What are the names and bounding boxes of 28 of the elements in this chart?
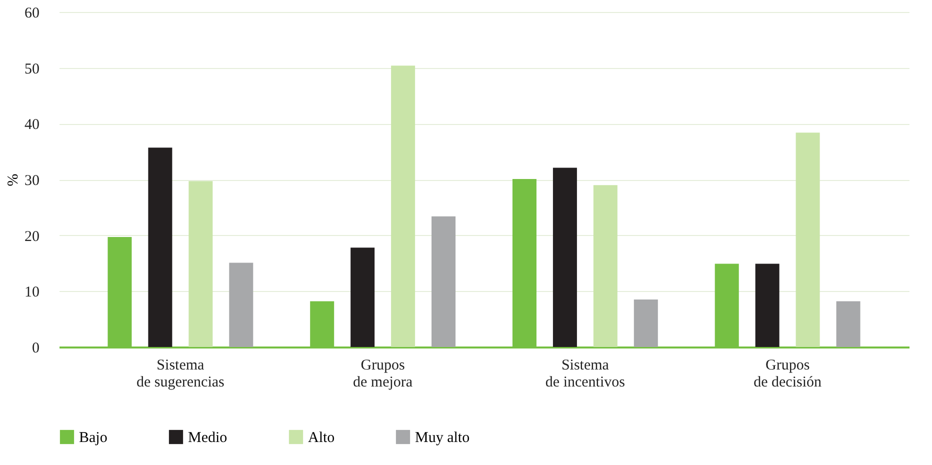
bar: [350, 248, 375, 347]
bar: [229, 262, 254, 347]
bar: [836, 301, 860, 347]
x-tick-label: Sistema de incentivos: [545, 358, 626, 390]
x-tick-label: Sistema de sugerencias: [136, 358, 225, 390]
legend-label: Muy alto: [415, 430, 470, 446]
bar: [188, 181, 213, 347]
y-axis-title: %: [6, 174, 22, 186]
bar: [634, 300, 658, 347]
bar: [148, 148, 172, 347]
y-tick-label: 30: [24, 173, 40, 189]
y-tick-label: 20: [24, 228, 40, 245]
x-tick-label: Grupos de decisión: [754, 358, 822, 390]
bar: [593, 185, 618, 347]
y-tick-label: 60: [24, 6, 40, 22]
y-tick-label: 0: [32, 340, 40, 356]
legend-label: Alto: [308, 430, 335, 446]
y-tick-label: 40: [24, 117, 40, 134]
legend-label: Medio: [188, 430, 228, 446]
legend-label: Bajo: [79, 430, 108, 446]
bar: [796, 132, 820, 347]
bar: [432, 216, 456, 347]
y-tick-label: 50: [24, 61, 40, 78]
bar: [755, 264, 780, 347]
x-tick-label: Grupos de mejora: [353, 358, 413, 390]
bar: [391, 66, 416, 347]
y-tick-label: 10: [24, 284, 40, 301]
bar: [552, 168, 577, 347]
